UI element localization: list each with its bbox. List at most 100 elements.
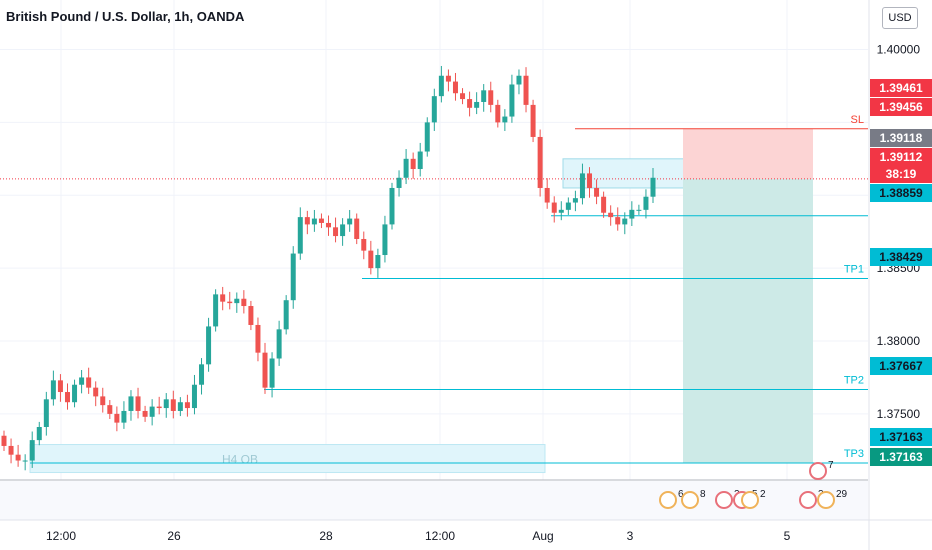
price-label: 1.37163 [879,450,923,464]
event-flag-icon [715,491,733,509]
price-label-bg [870,248,932,266]
y-tick-label: 1.40000 [877,43,921,57]
price-label-bg [870,98,932,116]
candle-body [8,445,14,455]
candle-body [248,306,254,325]
candle-body [445,75,451,82]
candle-body [368,250,374,269]
candle-body [403,158,409,178]
x-tick-label: 3 [627,529,634,543]
candle-body [107,405,113,414]
price-label: 1.39118 [880,131,923,145]
candle-body [326,222,331,228]
candle-body [149,406,155,417]
candle-body [551,202,557,213]
price-label-bg [870,448,932,466]
candle-body [565,202,571,210]
price-label: 1.39112 [880,150,923,164]
x-tick-label: 12:00 [425,529,455,543]
candle-body [629,209,635,219]
price-label-bg [870,184,932,202]
event-flag-icon [799,491,817,509]
candle-body [72,384,78,403]
price-label-bg [870,129,932,147]
candle-body [22,460,28,462]
candle-body [389,187,395,225]
candle-body [544,187,550,203]
candle-body [255,324,261,353]
candle-body [276,329,282,359]
candle-body [488,90,494,105]
candle-body [135,396,141,411]
candle-body [64,392,70,403]
candle-body [523,75,529,105]
price-label-bg [870,165,932,183]
candle-body [530,104,536,137]
candle-body [93,387,99,397]
candle-body [297,217,303,254]
candle-body [354,218,360,239]
event-flag-icon [681,491,699,509]
y-tick-label: 1.37500 [877,407,921,421]
level-label: TP2 [844,375,864,387]
candle-body [601,196,607,213]
candle-body [636,209,642,211]
candle-body [537,136,543,188]
event-flag-icon [741,491,759,509]
order-block-zone [29,444,546,474]
candle-body [269,358,275,388]
candle-body [396,177,402,188]
candle-body [467,99,473,108]
candle-body [79,377,85,385]
candle-body [311,218,317,225]
level-label: TP1 [844,263,864,275]
event-count: 2 [760,489,766,500]
event-count: 8 [700,489,706,500]
candle-body [156,406,162,409]
candle-body [43,399,49,427]
candle-body [431,96,437,123]
candle-body [643,196,649,210]
order-block-label: H4 OB [222,453,258,467]
price-label: 1.39456 [879,100,923,114]
event-count: 7 [828,460,834,471]
candle-body [213,294,219,327]
candle-body [206,326,212,365]
candle-body [163,399,169,409]
price-label: 1.37163 [879,430,923,444]
x-tick-label: 12:00 [46,529,76,543]
candle-body [220,294,226,302]
x-tick-label: 26 [167,529,181,543]
candle-body [333,227,339,237]
event-flag-icon [809,462,827,480]
candle-body [650,177,656,197]
candle-body [594,187,600,197]
candle-body [121,410,127,423]
candle-body [142,410,148,417]
chart-title: British Pound / U.S. Dollar, 1h, OANDA [6,9,245,24]
candle-body [36,426,42,441]
candle-body [509,84,515,117]
currency-button[interactable]: USD [882,7,918,29]
candle-body [100,396,106,406]
candle-body [452,81,458,94]
event-count: 6 [678,489,684,500]
candle-body [615,217,621,225]
candle-body [114,413,120,423]
candle-body [191,384,197,409]
price-label: 1.38859 [879,186,923,200]
candle-body [481,90,487,102]
x-tick-label: Aug [532,529,553,543]
risk-area [683,128,813,179]
candle-body [347,218,353,225]
x-tick-label: 5 [784,529,791,543]
x-tick-label: 28 [319,529,333,543]
candle-body [184,402,190,409]
level-label: TP3 [844,448,864,460]
candle-body [29,440,35,461]
candle-body [375,255,381,269]
candle-body [177,402,183,411]
candle-body [460,93,466,100]
candle-body [572,198,578,203]
